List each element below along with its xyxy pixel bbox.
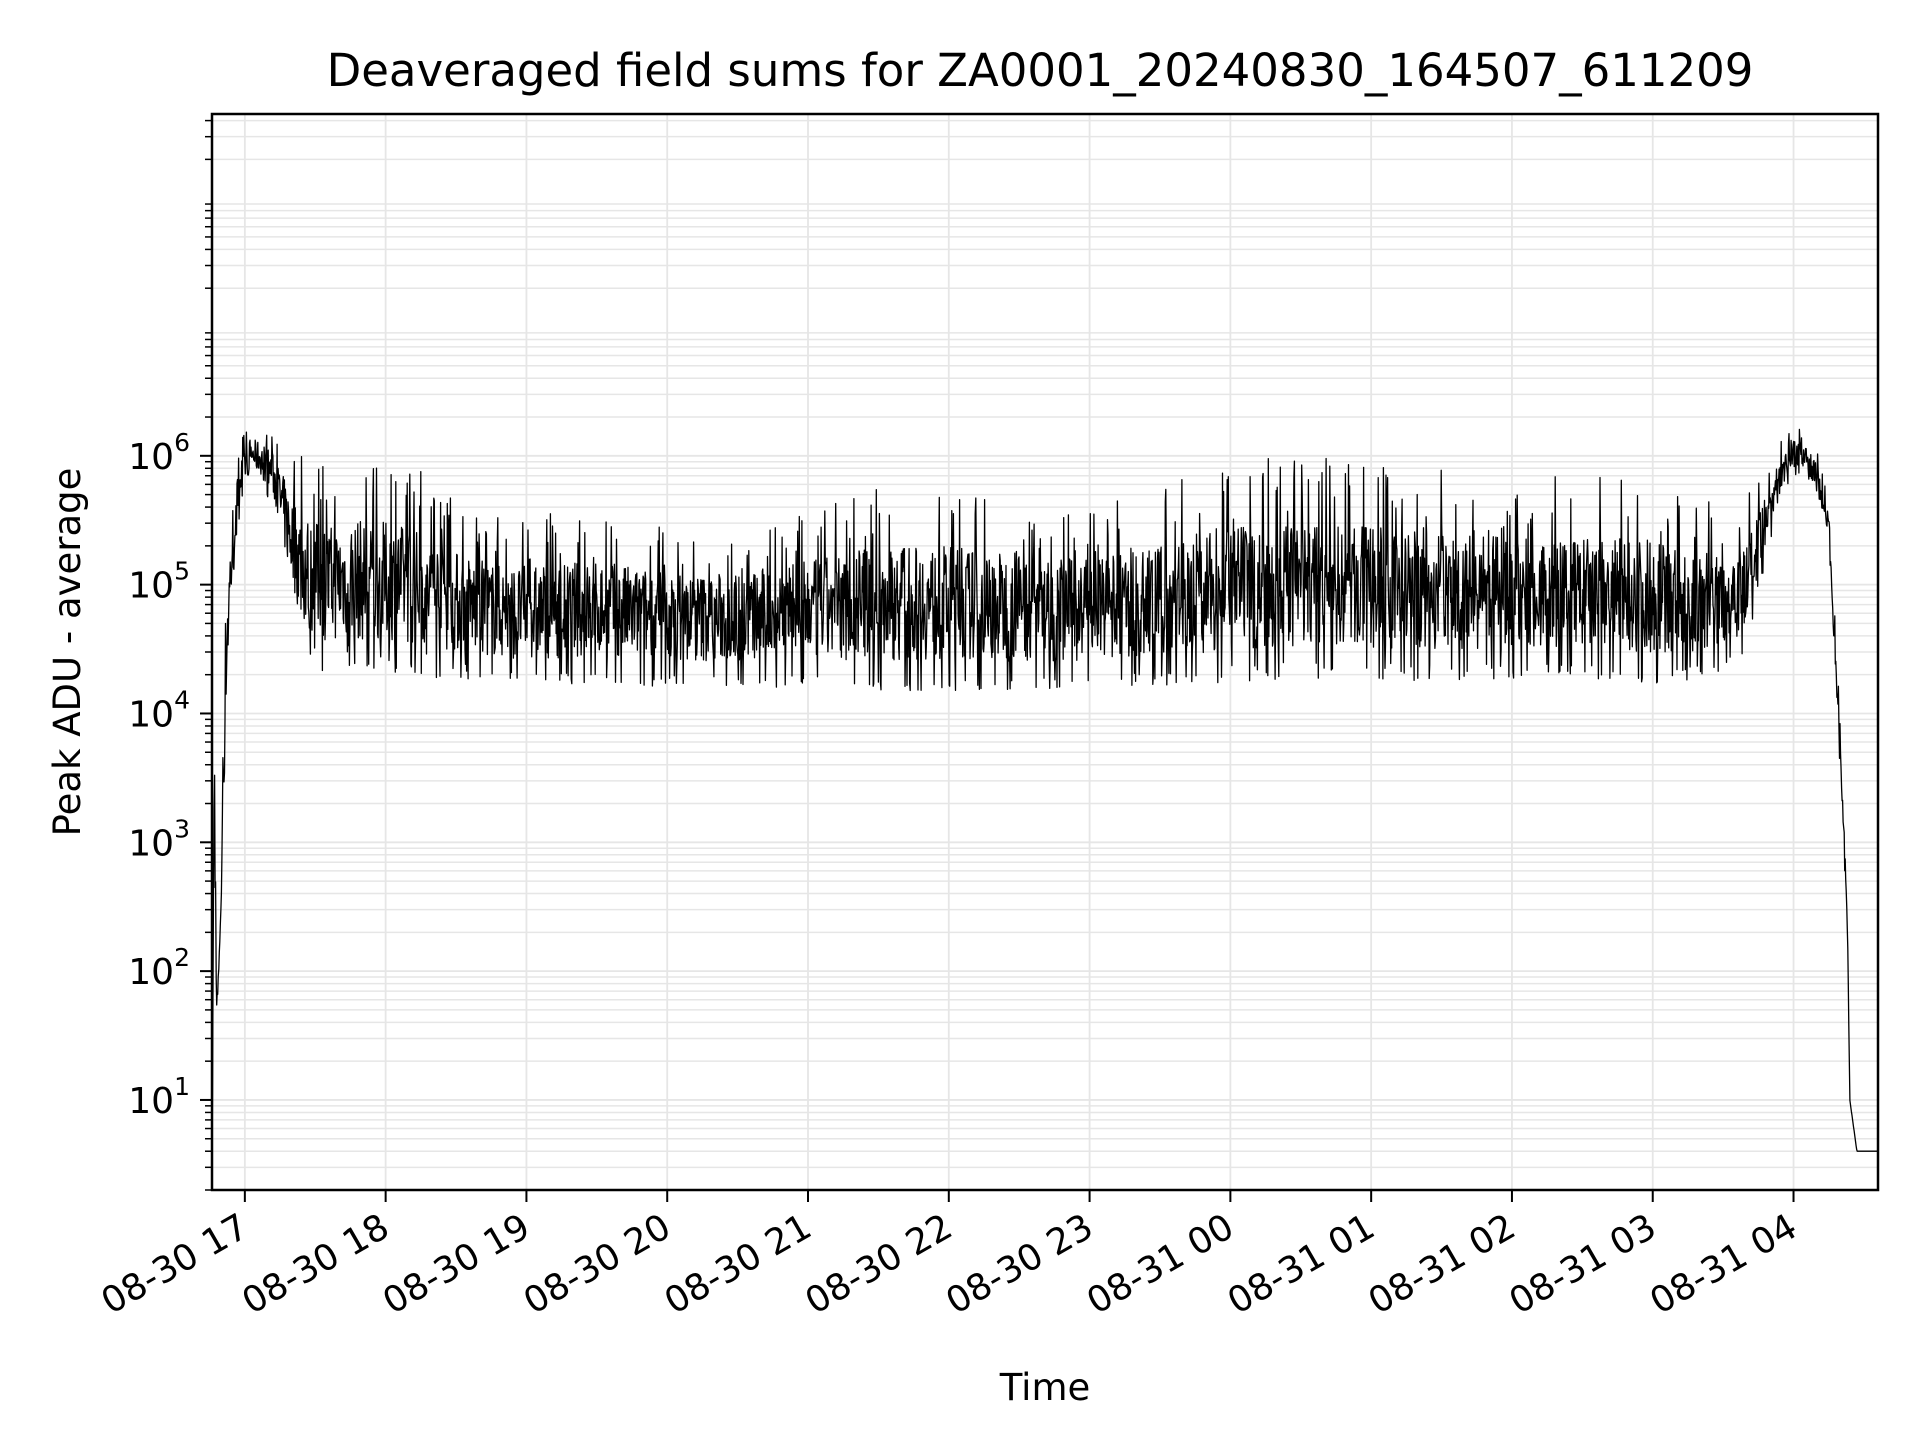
- y-axis-label: Peak ADU - average: [46, 468, 89, 837]
- y-tick-label: 101: [128, 1072, 190, 1122]
- series-line: [211, 428, 1879, 1168]
- plot-area: [211, 428, 1879, 1168]
- x-axis-label: Time: [999, 1366, 1091, 1409]
- y-axis: 101 102 103 104 105 106: [128, 119, 212, 1191]
- chart-title: Deaveraged field sums for ZA0001_2024083…: [327, 44, 1754, 97]
- y-tick-label: 106: [128, 428, 190, 478]
- y-tick-label: 104: [128, 685, 190, 735]
- y-tick-label: 102: [128, 943, 190, 993]
- y-tick-label: 105: [128, 557, 190, 607]
- y-tick-label: 103: [128, 814, 190, 864]
